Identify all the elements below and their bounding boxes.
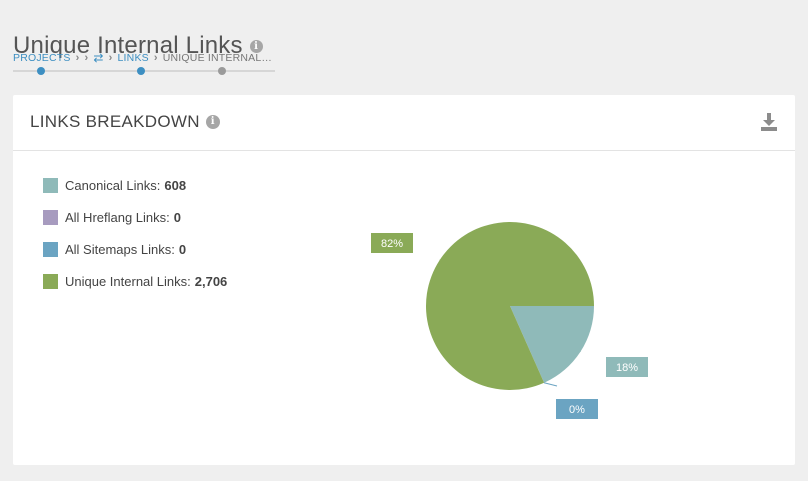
legend-swatch	[43, 209, 58, 225]
legend-swatch	[43, 241, 58, 257]
pie-data-label-box	[606, 357, 648, 377]
legend-value: 0	[173, 209, 182, 225]
legend-item-unique-internal[interactable]: Unique Internal Links: 2,706	[43, 273, 227, 289]
info-icon[interactable]: i	[205, 115, 220, 129]
chevron-right-icon: ›	[108, 52, 113, 64]
download-icon[interactable]	[761, 113, 777, 131]
legend-value: 0	[178, 241, 187, 257]
legend-label: All Sitemaps Links:	[65, 241, 175, 257]
legend-item-sitemaps[interactable]: All Sitemaps Links: 0	[43, 241, 227, 257]
card-title-text: LINKS BREAKDOWN	[30, 112, 200, 131]
pie-data-label: 0%	[556, 399, 598, 419]
legend-value: 2,706	[194, 273, 228, 289]
chevron-right-icon: ›	[75, 52, 80, 64]
pie-data-label-box	[371, 233, 413, 253]
page-title-text: Unique Internal Links	[13, 32, 243, 60]
swap-arrows-icon[interactable]: ⇄	[93, 51, 104, 65]
step-dot-projects[interactable]	[37, 67, 45, 75]
legend-label: All Hreflang Links:	[65, 209, 170, 225]
pie-data-label-box	[556, 399, 598, 419]
pie-leader-line	[543, 382, 558, 387]
legend-item-hreflang[interactable]: All Hreflang Links: 0	[43, 209, 227, 225]
links-breakdown-card: LINKS BREAKDOWN i Canonical Links: 608 A…	[13, 95, 795, 465]
card-header: LINKS BREAKDOWN i	[13, 95, 795, 151]
pie-data-label: 82%	[371, 233, 413, 253]
pie-data-label-text: 82%	[381, 238, 403, 250]
legend-value: 608	[164, 177, 187, 193]
pie-slice-canonical-links[interactable]	[510, 306, 594, 383]
step-dot-links[interactable]	[137, 67, 145, 75]
pie-data-label-text: 18%	[616, 362, 638, 374]
pie-chart: 18% 0% 82%	[371, 222, 648, 419]
legend-swatch	[43, 177, 58, 193]
breadcrumb-links[interactable]: LINKS	[117, 52, 149, 64]
info-icon[interactable]: i	[249, 39, 263, 53]
breadcrumb-projects[interactable]: PROJECTS	[13, 52, 71, 64]
pie-data-label-text: 0%	[569, 404, 585, 416]
breadcrumb: PROJECTS › › ⇄ › LINKS › UNIQUE INTERNAL…	[13, 51, 272, 65]
chart-legend: Canonical Links: 608 All Hreflang Links:…	[43, 177, 227, 305]
legend-label: Unique Internal Links:	[65, 273, 191, 289]
breadcrumb-current: UNIQUE INTERNAL…	[162, 52, 273, 64]
page-title: Unique Internal Links i	[13, 32, 263, 60]
step-dot-current	[218, 67, 226, 75]
chevron-right-icon: ›	[153, 52, 158, 64]
legend-label: Canonical Links:	[65, 177, 161, 193]
card-title: LINKS BREAKDOWN i	[30, 112, 220, 132]
chevron-right-icon: ›	[84, 52, 89, 64]
legend-item-canonical[interactable]: Canonical Links: 608	[43, 177, 227, 193]
pie-slice-unique-internal-links[interactable]	[426, 222, 594, 391]
legend-swatch	[43, 273, 58, 289]
pie-data-label: 18%	[606, 357, 648, 377]
